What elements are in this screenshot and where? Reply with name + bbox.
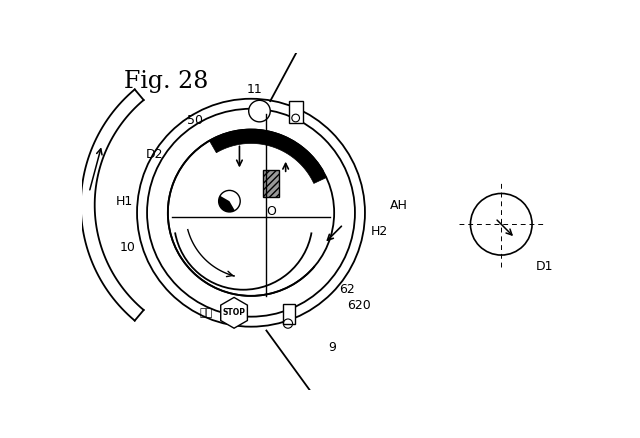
Text: D2: D2 [146,148,163,162]
Text: H1: H1 [115,194,132,208]
Text: 停止: 停止 [199,308,212,318]
Text: 9: 9 [328,341,336,354]
Circle shape [249,100,270,122]
Text: 620: 620 [348,299,371,311]
Text: 62: 62 [340,283,355,296]
Bar [283,304,295,324]
Text: 50: 50 [187,114,203,127]
Circle shape [168,130,334,296]
Text: O: O [266,205,276,218]
Text: Fig. 28: Fig. 28 [124,70,209,93]
Text: AH: AH [390,198,408,212]
Bar [262,170,280,198]
Text: 11: 11 [247,83,263,96]
Polygon shape [219,196,235,212]
Polygon shape [209,130,326,184]
Polygon shape [221,297,248,328]
Text: H2: H2 [371,226,388,238]
Text: STOP: STOP [223,308,246,317]
Bar [289,101,303,123]
Text: D1: D1 [536,260,554,273]
Text: 10: 10 [120,241,136,254]
Bar [312,393,330,404]
